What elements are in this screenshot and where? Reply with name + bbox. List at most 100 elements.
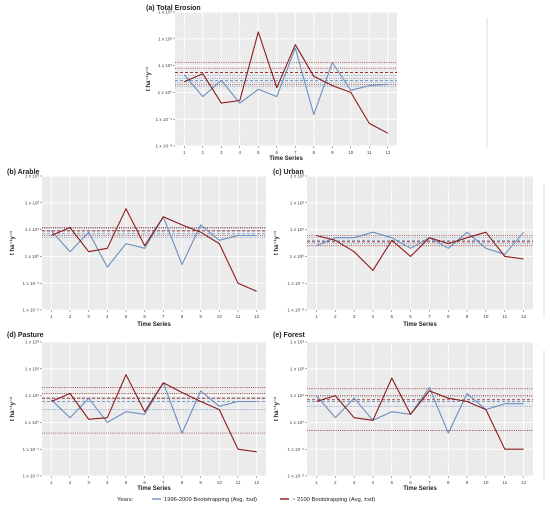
chart-4-x-tick-label: 1 <box>315 480 318 485</box>
chart-2-series-0-line <box>316 231 525 255</box>
chart-0-y-tick-label: 1 x 10⁻¹ <box>156 117 173 122</box>
chart-4-x-tick-label: 12 <box>521 480 527 485</box>
legend: Years: 1996-2009 Bootstrapping (Avg, ±sd)… <box>117 497 375 503</box>
chart-1-y-tick-label: 1 x 10¹ <box>25 227 40 232</box>
chart-4-x-tick-label: 6 <box>409 480 412 485</box>
chart-1-x-tick-label: 6 <box>143 314 146 319</box>
legend-prefix: Years: <box>117 497 134 503</box>
chart-4-y-tick-label: 1 x 10⁰ <box>290 420 305 425</box>
chart-1-x-tick-label: 5 <box>125 314 128 319</box>
chart-3-y-tick-label: 1 x 10⁻² <box>23 474 40 479</box>
chart-3-y-tick-label: 1 x 10¹ <box>25 393 40 398</box>
chart-0-y-tick-label: 1 x 10⁰ <box>158 90 173 95</box>
chart-1-x-tick-label: 3 <box>87 314 90 319</box>
chart-4-x-tick-label: 4 <box>372 480 375 485</box>
chart-2-x-tick-label: 3 <box>353 314 356 319</box>
chart-2-x-tick-label: 2 <box>334 314 337 319</box>
chart-3-x-tick-label: 3 <box>87 480 90 485</box>
chart-4-series-0-line <box>315 386 524 434</box>
chart-4-x-axis-title: Time Series <box>403 486 437 492</box>
chart-0-x-tick-label: 1 <box>183 150 186 155</box>
chart-3-y-tick-label: 1 x 10⁰ <box>25 420 40 425</box>
chart-3-panel-title: (d) Pasture <box>7 332 44 339</box>
chart-1-x-tick-label: 2 <box>69 314 72 319</box>
chart-4-series-1-line <box>316 377 524 450</box>
chart-1-x-tick-label: 12 <box>254 314 260 319</box>
chart-0-y-tick-label: 1 x 10⁻² <box>156 144 173 149</box>
legend-label-0: 1996-2009 Bootstrapping (Avg, ±sd) <box>164 497 257 503</box>
chart-2-x-tick-label: 7 <box>428 314 431 319</box>
chart-0-x-axis-title: Time Series <box>269 156 303 162</box>
chart-3-y-axis-title: t ha⁻¹y⁻¹ <box>9 397 16 421</box>
chart-4-x-tick-label: 5 <box>390 480 393 485</box>
chart-4-x-tick-label: 11 <box>502 480 507 485</box>
chart-0-x-tick-label: 12 <box>385 150 391 155</box>
chart-2-panel-title: (c) Urban <box>273 169 304 176</box>
chart-1-x-tick-label: 10 <box>217 314 223 319</box>
chart-3-x-tick-label: 1 <box>50 480 53 485</box>
chart-3-y-tick-label: 1 x 10² <box>25 366 40 371</box>
chart-1-x-tick-label: 9 <box>199 314 202 319</box>
chart-2-x-tick-label: 1 <box>315 314 318 319</box>
chart-4-y-axis-title: t ha⁻¹y⁻¹ <box>273 397 280 421</box>
chart-3-x-tick-label: 9 <box>199 480 202 485</box>
chart-4-x-tick-label: 2 <box>334 480 337 485</box>
chart-2-y-axis-title: t ha⁻¹y⁻¹ <box>273 231 280 255</box>
chart-1-y-tick-label: 1 x 10⁰ <box>25 254 40 259</box>
chart-1-x-tick-label: 4 <box>106 314 109 319</box>
chart-3-x-axis-title: Time Series <box>137 486 171 492</box>
chart-0-series-1-line <box>184 31 389 134</box>
chart-2-x-tick-label: 4 <box>372 314 375 319</box>
chart-1-y-axis-title: t ha⁻¹y⁻¹ <box>9 231 16 255</box>
chart-0-x-tick-label: 9 <box>331 150 334 155</box>
chart-2-y-tick-label: 1 x 10⁻¹ <box>288 281 305 286</box>
chart-4: 1 x 10⁻² 1 x 10⁻¹ 1 x 10⁰ 1 x 10¹ 1 x 10² 1 x… <box>273 332 533 492</box>
chart-4-x-tick-label: 7 <box>428 480 431 485</box>
chart-3-series-0-line <box>50 382 257 434</box>
chart-3-series-1-line <box>51 374 257 453</box>
chart-3-x-tick-label: 12 <box>254 480 260 485</box>
chart-1-y-tick-label: 1 x 10⁻² <box>23 308 40 313</box>
chart-3-x-tick-label: 5 <box>125 480 128 485</box>
chart-4-panel-title: (e) Forest <box>273 332 306 339</box>
chart-1-series-0-line <box>50 216 257 268</box>
chart-1-y-tick-label: 1 x 10² <box>25 200 40 205</box>
chart-2-y-tick-label: 1 x 10² <box>290 200 305 205</box>
chart-2-x-tick-label: 6 <box>409 314 412 319</box>
chart-2-x-tick-label: 11 <box>502 314 507 319</box>
chart-0-x-tick-label: 6 <box>275 150 278 155</box>
chart-1-y-tick-label: 1 x 10⁻¹ <box>23 281 40 286</box>
chart-1-x-tick-label: 7 <box>162 314 165 319</box>
chart-3-x-tick-label: 10 <box>217 480 223 485</box>
chart-3-x-tick-label: 11 <box>236 480 241 485</box>
chart-2-x-tick-label: 8 <box>447 314 450 319</box>
legend-label-1: ~ 2100 Bootstrapping (Avg, ±sd) <box>292 497 375 503</box>
chart-0-y-tick-label: 1 x 10¹ <box>158 63 173 68</box>
chart-4-y-tick-label: 1 x 10⁻² <box>288 474 305 479</box>
chart-3-x-tick-label: 2 <box>69 480 72 485</box>
chart-1-x-tick-label: 8 <box>181 314 184 319</box>
chart-4-y-tick-label: 1 x 10³ <box>290 340 305 345</box>
chart-0-x-tick-label: 11 <box>367 150 372 155</box>
chart-2-y-tick-label: 1 x 10⁻² <box>288 308 305 313</box>
chart-3-x-tick-label: 6 <box>143 480 146 485</box>
chart-4-y-tick-label: 1 x 10¹ <box>290 393 305 398</box>
chart-0-y-tick-label: 1 x 10² <box>158 36 173 41</box>
chart-2-x-tick-label: 5 <box>390 314 393 319</box>
chart-0-series-0-line <box>183 47 388 116</box>
chart-2-y-tick-label: 1 x 10³ <box>290 174 305 179</box>
chart-2-x-tick-label: 12 <box>521 314 527 319</box>
chart-0-panel-title: (a) Total Erosion <box>146 5 201 12</box>
chart-3-y-tick-label: 1 x 10⁻¹ <box>23 447 40 452</box>
chart-1-panel-title: (b) Arable <box>7 169 40 176</box>
chart-1-series-1-line <box>51 208 257 292</box>
chart-0-y-tick-label: 1 x 10³ <box>158 10 173 15</box>
chart-4-x-tick-label: 3 <box>353 480 356 485</box>
chart-4-y-tick-label: 1 x 10⁻¹ <box>288 447 305 452</box>
chart-2-x-tick-label: 10 <box>483 314 489 319</box>
chart-0-y-axis-title: t ha⁻¹y⁻¹ <box>145 67 152 91</box>
chart-0-x-tick-label: 10 <box>348 150 354 155</box>
chart-1-x-tick-label: 1 <box>50 314 53 319</box>
panels: 1 x 10⁻² 1 x 10⁻¹ 1 x 10⁰ 1 x 10¹ 1 x 10² 1 x… <box>7 5 545 492</box>
chart-1: 1 x 10⁻² 1 x 10⁻¹ 1 x 10⁰ 1 x 10¹ 1 x 10² 1 x… <box>7 169 266 328</box>
